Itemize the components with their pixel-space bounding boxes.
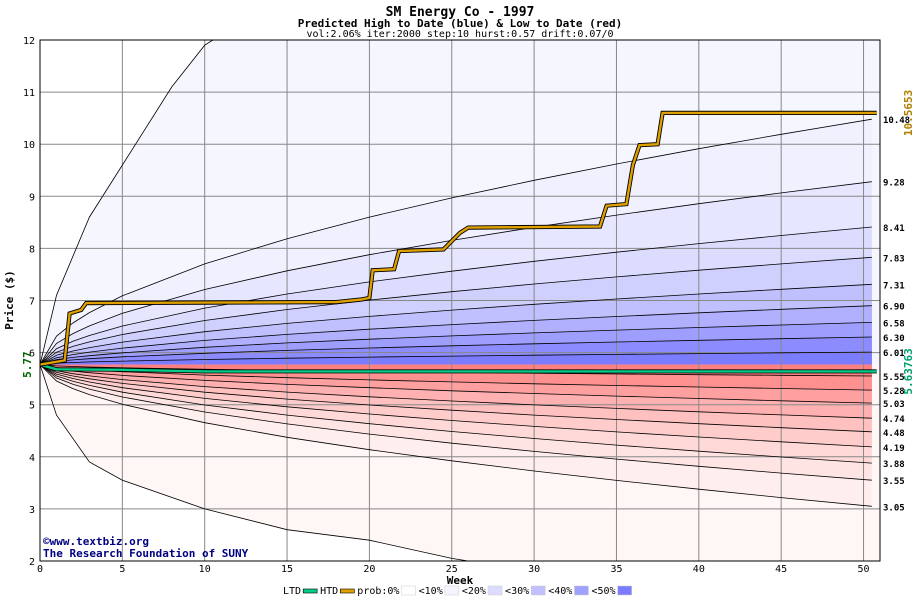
legend-swatch-p20 <box>487 585 503 596</box>
band-final-label: 5.28 <box>883 387 905 397</box>
y-tick-label: 11 <box>23 88 35 99</box>
band-line-high-2 <box>40 322 872 365</box>
legend-swatch-p0 <box>401 585 416 596</box>
legend-swatch-p30 <box>531 585 546 596</box>
band-line-high-1 <box>40 336 872 365</box>
x-tick-label: 25 <box>446 564 458 575</box>
band-final-label: 5.55 <box>883 373 905 383</box>
band-final-label: 7.31 <box>883 281 905 291</box>
outer-lower-line <box>40 364 469 561</box>
band-final-label: 6.30 <box>883 334 905 344</box>
x-tick-label: 35 <box>610 564 622 575</box>
y-tick-label: 10 <box>23 140 35 151</box>
band-final-label: 3.88 <box>883 460 905 470</box>
legend-label-htd: HTD <box>320 586 338 597</box>
y-tick-label: 3 <box>29 505 35 516</box>
credit-line-1: ©www.textbiz.org <box>43 535 149 548</box>
chart-subtitle: Predicted High to Date (blue) & Low to D… <box>298 17 623 30</box>
band-final-label: 10.48 <box>883 116 910 126</box>
x-tick-label: 45 <box>775 564 787 575</box>
band-line-high-6 <box>40 226 872 365</box>
x-axis-label: Week <box>447 574 474 587</box>
band-final-label: 6.58 <box>883 319 905 329</box>
legend-swatch-p10 <box>444 585 460 596</box>
band-final-label: 4.19 <box>883 444 905 454</box>
band-line-low-8 <box>40 364 872 507</box>
band-line-low-4 <box>40 364 872 433</box>
y-tick-label: 12 <box>23 36 35 47</box>
ltd-line <box>40 363 877 373</box>
legend-label-p30: <30% <box>505 586 529 597</box>
legend-label-p20: <20% <box>462 586 486 597</box>
x-tick-label: 15 <box>281 564 293 575</box>
y-tick-label: 2 <box>29 557 35 568</box>
band-line-high-3 <box>40 305 872 365</box>
y-tick-label: 7 <box>29 297 35 308</box>
y-tick-label: 5 <box>29 401 35 412</box>
band-final-label: 5.03 <box>883 400 905 410</box>
band-final-label: 6.01 <box>883 349 905 359</box>
legend-label-ltd: LTD <box>283 586 301 597</box>
band-final-label: 4.74 <box>883 415 905 425</box>
legend-swatch-ltd <box>302 588 318 594</box>
band-final-label: 6.90 <box>883 303 905 313</box>
band-line-low-5 <box>40 364 872 448</box>
band-line-high-8 <box>40 118 872 365</box>
band-final-label: 9.28 <box>883 179 905 189</box>
legend-swatch-p40 <box>574 585 589 596</box>
band-line-high-5 <box>40 256 872 365</box>
legend-swatch-htd <box>339 588 355 594</box>
band-line-high-7 <box>40 181 872 365</box>
x-tick-label: 40 <box>693 564 705 575</box>
legend-label-p40: <40% <box>548 586 572 597</box>
band-final-label: 3.55 <box>883 477 905 487</box>
x-tick-label: 5 <box>119 564 125 575</box>
band-line-high-0 <box>40 351 872 365</box>
legend-label-p0: prob:0% <box>357 586 399 597</box>
band-line-high-4 <box>40 283 872 365</box>
plot-frame <box>39 39 881 562</box>
y-axis-label: Price ($) <box>3 270 16 330</box>
band-final-label: 4.48 <box>883 429 905 439</box>
chart-params: vol:2.06% iter:2000 step:10 hurst:0.57 d… <box>306 29 613 40</box>
ltd-final-label: 5.63763 <box>902 348 915 394</box>
x-tick-label: 20 <box>363 564 375 575</box>
x-tick-label: 30 <box>528 564 540 575</box>
y-tick-label: 6 <box>29 349 35 360</box>
y-tick-label: 8 <box>29 244 35 255</box>
band-line-low-7 <box>40 364 872 481</box>
y-tick-label: 4 <box>29 453 35 464</box>
legend: LTD HTD prob:0% <10% <20% <30% <40% <50% <box>283 585 632 597</box>
legend-swatch-p50 <box>617 585 632 596</box>
band-line-low-3 <box>40 364 872 419</box>
htd-line <box>40 111 877 366</box>
x-tick-label: 50 <box>858 564 870 575</box>
outer-upper-line <box>40 40 214 365</box>
x-tick-label: 10 <box>199 564 211 575</box>
legend-label-p10: <10% <box>419 586 443 597</box>
htd-final-label: 10.5653 <box>902 90 915 136</box>
band-final-label: 7.83 <box>883 254 905 264</box>
x-tick-label: 0 <box>37 564 43 575</box>
legend-label-p50: <50% <box>591 586 615 597</box>
band-line-low-6 <box>40 364 872 464</box>
credit-line-2: The Research Foundation of SUNY <box>43 547 249 560</box>
band-fill-high-0 <box>40 352 872 365</box>
band-final-label: 8.41 <box>883 224 905 234</box>
chart-title: SM Energy Co - 1997 <box>386 5 535 20</box>
start-price-label: 5.77 <box>21 351 34 378</box>
band-final-label: 3.05 <box>883 503 905 513</box>
y-tick-label: 9 <box>29 192 35 203</box>
